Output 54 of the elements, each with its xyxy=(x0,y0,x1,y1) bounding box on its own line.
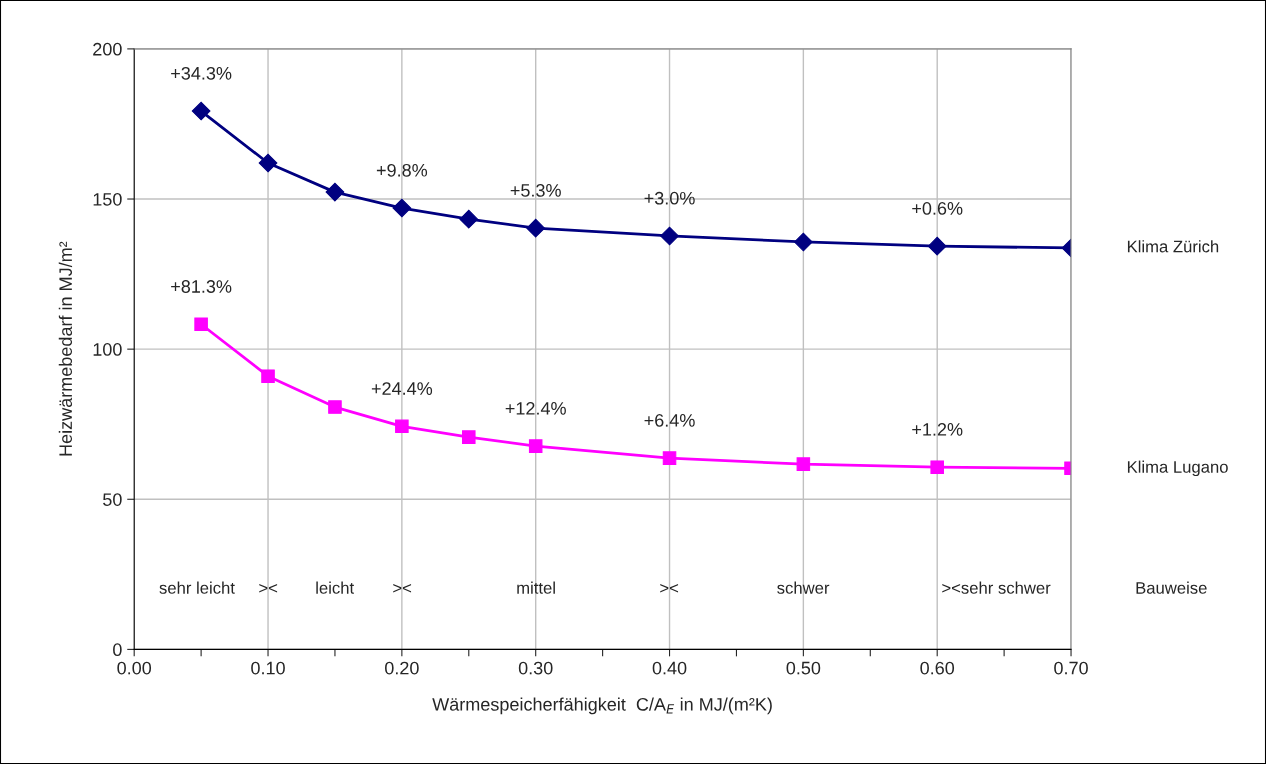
y-tick-label: 150 xyxy=(93,192,122,206)
annotation: +24.4% xyxy=(371,382,433,395)
point xyxy=(794,232,813,252)
point xyxy=(325,182,345,202)
point xyxy=(194,317,208,331)
annotation: schwer xyxy=(777,581,830,594)
annotation: leicht xyxy=(316,581,355,594)
point xyxy=(796,457,811,471)
y-tick-label: 200 xyxy=(93,42,122,56)
x-tick-label: 0.60 xyxy=(920,661,955,675)
point xyxy=(660,226,679,246)
text: Klima Lugano xyxy=(1127,460,1228,477)
point xyxy=(930,460,944,474)
y-tick-label: 50 xyxy=(103,493,122,506)
y-axis-title: Heizwärmebedarf in MJ/m² xyxy=(58,241,73,456)
x-tick-label: 0.10 xyxy=(251,661,285,675)
x-tick-label: 0.00 xyxy=(117,661,152,675)
point xyxy=(462,430,476,444)
annotation: sehr leicht xyxy=(159,581,235,594)
annotation: >< xyxy=(660,583,679,593)
point xyxy=(395,419,409,434)
point xyxy=(459,209,479,229)
point xyxy=(662,451,677,465)
x-tick-label: 0.50 xyxy=(786,661,821,675)
x-tick-label: 0.70 xyxy=(1054,661,1088,675)
annotation: +34.3% xyxy=(171,66,232,80)
y-tick-label: 0 xyxy=(113,643,122,657)
annotation: mittel xyxy=(517,581,555,594)
y-tick-label: 100 xyxy=(93,343,122,356)
annotation: +81.3% xyxy=(171,280,232,293)
text: Klima Zürich xyxy=(1127,240,1219,253)
x-tick-label: 0.40 xyxy=(652,661,687,675)
annotation: +12.4% xyxy=(505,402,566,415)
point xyxy=(191,101,211,121)
annotation: +5.3% xyxy=(510,184,561,197)
annotation: >< xyxy=(259,583,278,593)
annotation: ><sehr schwer xyxy=(942,581,1051,594)
annotation: +6.4% xyxy=(644,414,695,427)
annotation: +0.6% xyxy=(912,202,963,215)
annotation: +3.0% xyxy=(644,191,695,205)
annotation: >< xyxy=(393,583,412,593)
x-axis-title: Wärmespeicherfähigkeit C/A$_{E}$ in MJ/(m²K) xyxy=(432,697,772,715)
point xyxy=(927,236,947,256)
text: Bauweise xyxy=(1136,581,1207,594)
point xyxy=(528,439,543,453)
point xyxy=(328,400,342,414)
x-tick-label: 0.20 xyxy=(385,661,419,675)
x-tick-label: 0.30 xyxy=(518,661,553,675)
annotation: +9.8% xyxy=(376,163,428,177)
point xyxy=(258,153,278,173)
point xyxy=(261,369,275,383)
point xyxy=(526,218,546,238)
annotation: +1.2% xyxy=(912,423,963,436)
point xyxy=(392,198,412,218)
